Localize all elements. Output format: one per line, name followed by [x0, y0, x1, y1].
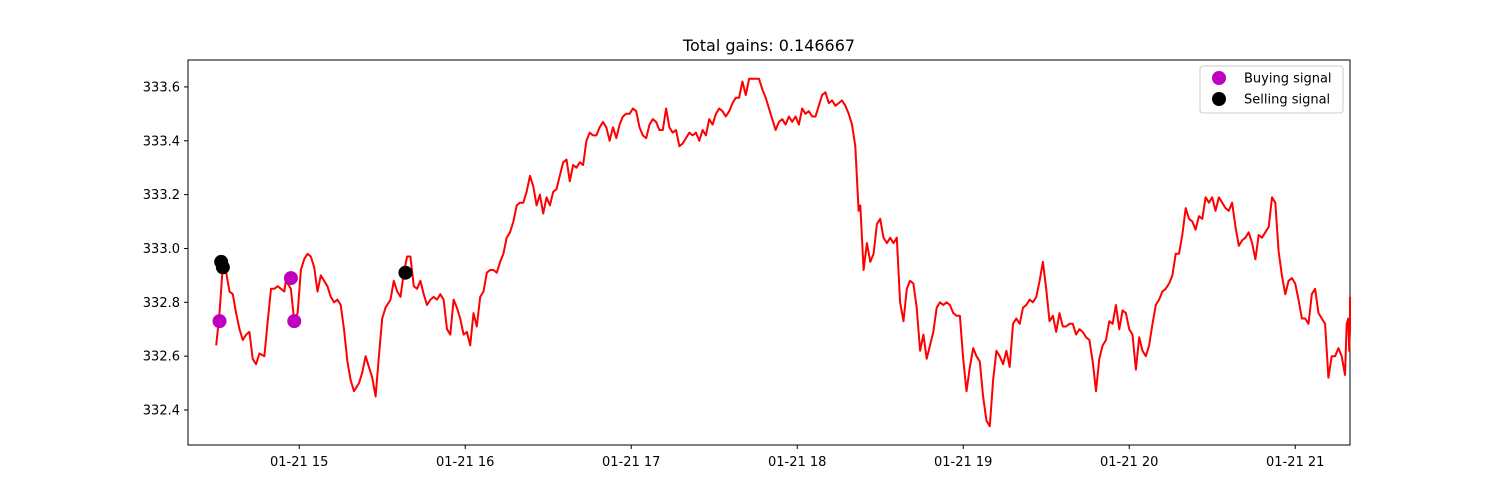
legend-label: Selling signal — [1244, 93, 1330, 108]
y-tick-label: 332.6 — [143, 350, 180, 365]
selling-signal-point — [398, 265, 413, 280]
legend-box — [1199, 65, 1344, 114]
y-tick-label: 333.2 — [143, 188, 180, 203]
legend-marker — [1212, 92, 1226, 106]
buying-signal-point — [287, 314, 302, 329]
buying-signal-point — [283, 271, 298, 286]
x-tick-label: 01-21 17 — [602, 455, 660, 470]
x-tick-label: 01-21 20 — [1100, 455, 1158, 470]
plot-frame — [187, 59, 1351, 446]
x-tick-label: 01-21 21 — [1266, 455, 1324, 470]
y-tick-label: 332.8 — [143, 296, 180, 311]
buying-signal-point — [212, 314, 227, 329]
x-tick-label: 01-21 15 — [270, 455, 328, 470]
y-tick-label: 333.4 — [143, 134, 180, 149]
x-tick-label: 01-21 19 — [934, 455, 992, 470]
marker-layer — [212, 254, 413, 329]
x-tick-label: 01-21 18 — [768, 455, 826, 470]
legend: Buying signal Selling signal — [1199, 65, 1344, 114]
y-axis: 332.4 332.6 332.8 333.0 333.2 333.4 333.6 — [143, 80, 188, 419]
y-tick-label: 333.0 — [143, 242, 180, 257]
y-tick-label: 332.4 — [143, 404, 180, 419]
plot-area — [187, 59, 1351, 446]
y-tick-label: 333.6 — [143, 80, 180, 95]
legend-label: Buying signal — [1244, 72, 1332, 87]
series-layer — [215, 77, 1351, 428]
selling-signal-point — [215, 260, 230, 275]
price-line — [215, 77, 1351, 428]
x-axis: 01-21 15 01-21 16 01-21 17 01-21 18 01-21 19… — [270, 445, 1324, 470]
x-tick-label: 01-21 16 — [436, 455, 494, 470]
chart-title: Total gains: 0.146667 — [682, 36, 855, 55]
legend-marker — [1212, 71, 1226, 85]
